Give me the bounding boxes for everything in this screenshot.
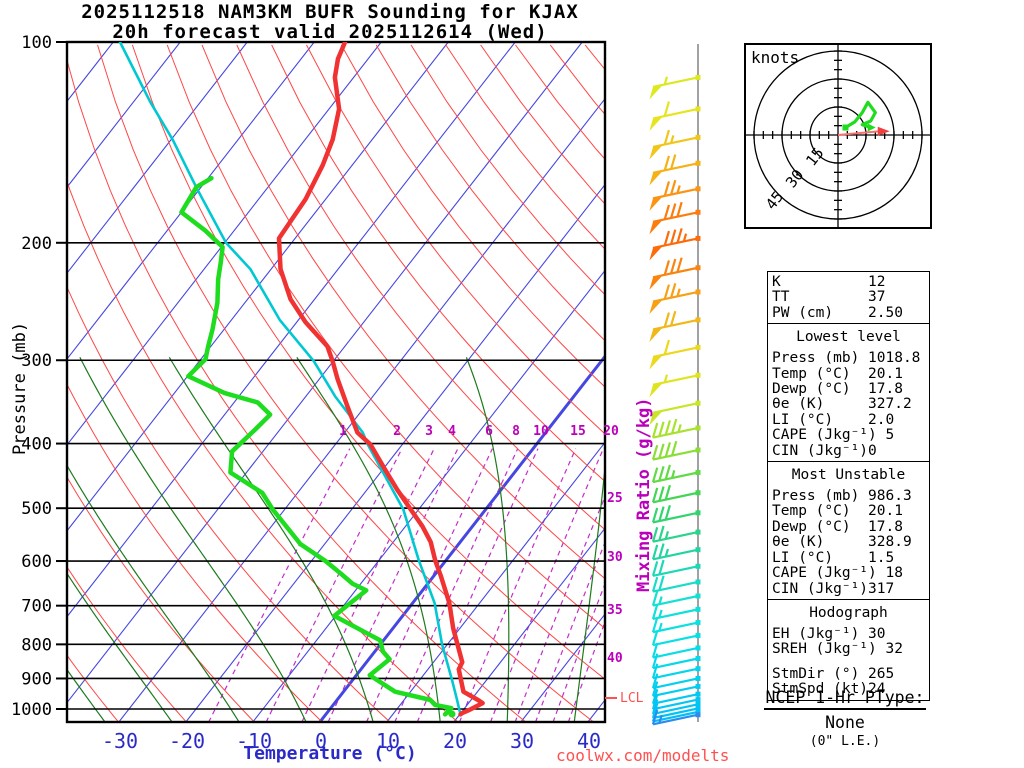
page-title: 2025112518 NAM3KM BUFR Sounding for KJAX	[81, 1, 579, 23]
mixing-ratio-value-label: 15	[570, 424, 586, 439]
svg-text:400: 400	[21, 435, 52, 455]
mixing-ratio-lines	[208, 448, 605, 722]
svg-text:0: 0	[315, 729, 327, 753]
svg-text:100: 100	[21, 33, 52, 53]
temperature-axis-title: Temperature (°C)	[243, 743, 417, 764]
table-row: Dewp (°C) 17.8	[772, 518, 903, 535]
table-row: θe (K) 327.2	[772, 396, 912, 413]
svg-text:300: 300	[21, 351, 52, 371]
sounding-stats-table: K 12 TT 37 PW (cm) 2.50 Lowest level Press (…	[767, 271, 930, 701]
ptype-note: (0" L.E.)	[809, 734, 881, 749]
mixing-ratio-value-label: 40	[607, 651, 623, 666]
table-row: Dewp (°C) 17.8	[772, 381, 903, 398]
dry-adiabat-lines	[67, 44, 605, 722]
hodograph-panel	[744, 43, 932, 229]
svg-text:600: 600	[21, 552, 52, 572]
watermark: coolwx.com/modelts	[556, 746, 730, 765]
ptype-block: NCEP 1-Hr PType: None (0" L.E.)	[750, 688, 940, 749]
svg-text:1000: 1000	[11, 700, 52, 720]
temperature-curve	[276, 42, 485, 717]
pressure-grid: 100 200 300 400 500 600 700 800 900 1000	[11, 33, 605, 720]
table-section-header: Hodograph	[809, 604, 888, 621]
table-row: EH (Jkg⁻¹) 30	[772, 625, 886, 642]
mixing-ratio-value-label: 35	[607, 603, 623, 618]
table-row: StmDir (°) 265	[772, 665, 895, 682]
mixing-ratio-value-label: 1	[339, 424, 347, 439]
svg-text:500: 500	[21, 499, 52, 519]
table-section-header: Lowest level	[796, 329, 901, 346]
table-row: Temp (°C) 20.1	[772, 503, 903, 520]
svg-text:30: 30	[510, 729, 534, 753]
table-section: Lowest level Press (mb) 1018.8 Temp (°C) 2…	[768, 323, 929, 461]
table-row: Temp (°C) 20.1	[772, 365, 903, 382]
mixing-ratio-axis-title: Mixing Ratio (g/kg)	[634, 397, 654, 592]
svg-text:-20: -20	[169, 729, 205, 753]
svg-text:700: 700	[21, 597, 52, 617]
svg-text:900: 900	[21, 669, 52, 689]
mixing-ratio-value-label: 8	[512, 424, 520, 439]
table-section-header: Most Unstable	[791, 467, 906, 484]
svg-text:20: 20	[443, 729, 467, 753]
lcl-label: LCL	[620, 691, 644, 706]
temperature-tick-labels: -30 -20 -10 0 10 20 30 40	[102, 729, 601, 753]
ptype-heading: NCEP 1-Hr PType:	[763, 688, 927, 710]
svg-text:800: 800	[21, 635, 52, 655]
svg-text:10: 10	[376, 729, 400, 753]
mixing-ratio-value-label: 10	[533, 424, 549, 439]
surface-dewpoint-marker	[448, 710, 456, 718]
table-section: Most Unstable Press (mb) 986.3 Temp (°C) 2…	[768, 461, 929, 599]
table-section: Hodograph EH (Jkg⁻¹) 30 SREH (Jkg⁻¹) 32 Stm…	[768, 598, 929, 700]
svg-text:200: 200	[21, 234, 52, 254]
svg-text:-30: -30	[102, 729, 138, 753]
plot-frame	[65, 40, 607, 724]
table-row: θe (K) 328.9	[772, 534, 912, 551]
mixing-ratio-value-label: 3	[425, 424, 433, 439]
mixing-ratio-value-label: 30	[607, 550, 623, 565]
hodograph-units-label: knots	[751, 48, 800, 67]
moist-adiabat-lines	[67, 356, 605, 722]
lcl-tick	[605, 697, 617, 699]
svg-text:40: 40	[577, 729, 601, 753]
table-row: StmSpd (kt)24	[772, 681, 886, 698]
hodograph-trace	[842, 100, 877, 132]
mixing-ratio-value-label: 25	[607, 491, 623, 506]
mixing-ratio-value-label: 4	[448, 424, 456, 439]
storm-motion-arrow	[837, 126, 890, 136]
ptype-value: None	[825, 713, 865, 732]
table-row: PW (cm) 2.50	[772, 304, 903, 321]
parcel-trace-curve	[118, 42, 462, 716]
wind-barbs	[649, 44, 701, 726]
page-subtitle: 20h forecast valid 2025112614 (Wed)	[112, 21, 548, 43]
table-row: LI (°C) 2.0	[772, 411, 895, 428]
table-row: CIN (Jkg⁻¹)0	[772, 442, 877, 459]
mixing-ratio-value-label: 6	[485, 424, 493, 439]
dewpoint-curve	[179, 175, 454, 717]
table-row: CAPE (Jkg⁻¹) 5	[772, 427, 895, 444]
table-row: Press (mb) 1018.8	[772, 350, 921, 367]
table-row: K 12	[772, 274, 886, 290]
table-section: K 12 TT 37 PW (cm) 2.50	[768, 272, 929, 323]
table-row: LI (°C) 1.5	[772, 549, 895, 566]
table-row: CIN (Jkg⁻¹)317	[772, 580, 895, 597]
table-row: TT 37	[772, 289, 886, 306]
table-row: Press (mb) 986.3	[772, 488, 912, 505]
table-row: SREH (Jkg⁻¹) 32	[772, 641, 903, 658]
mixing-ratio-value-label: 20	[603, 424, 619, 439]
mixing-ratio-value-label: 2	[393, 424, 401, 439]
svg-text:-10: -10	[236, 729, 272, 753]
table-row: CAPE (Jkg⁻¹) 18	[772, 565, 903, 582]
pressure-axis-title: Pressure (mb)	[10, 321, 30, 455]
